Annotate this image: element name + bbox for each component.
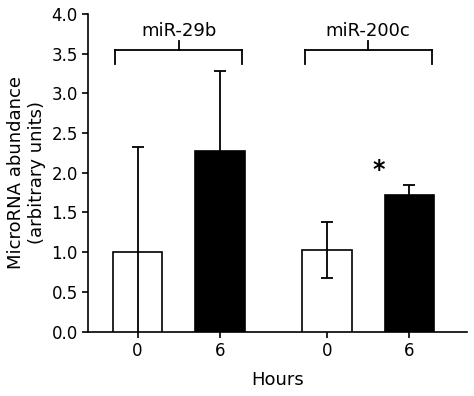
Text: miR-29b: miR-29b: [141, 22, 217, 40]
Bar: [385, 195, 434, 331]
Bar: [113, 252, 162, 331]
Y-axis label: MicroRNA abundance
(arbitrary units): MicroRNA abundance (arbitrary units): [7, 76, 46, 269]
Bar: [302, 250, 352, 331]
Text: *: *: [373, 158, 385, 182]
Bar: [195, 150, 245, 331]
Text: miR-200c: miR-200c: [326, 22, 410, 40]
X-axis label: Hours: Hours: [251, 371, 304, 389]
